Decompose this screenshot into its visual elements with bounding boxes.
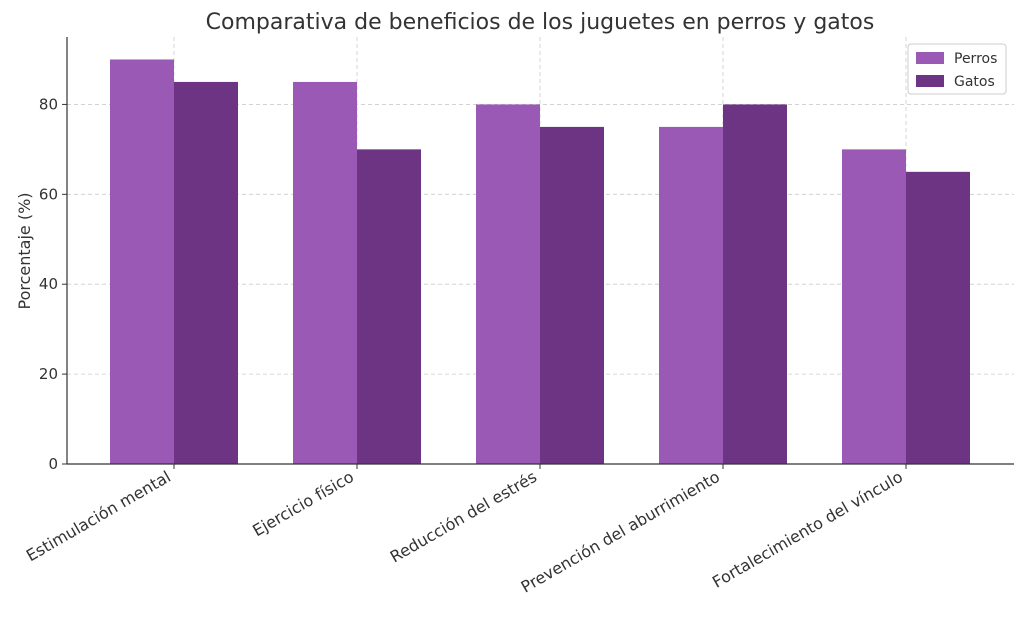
bar-perros-0 bbox=[110, 59, 174, 464]
legend-swatch bbox=[916, 75, 944, 87]
bar-gatos-1 bbox=[357, 149, 421, 465]
legend-label: Gatos bbox=[954, 74, 995, 90]
x-tick-label: Reducción del estrés bbox=[387, 467, 540, 566]
bar-gatos-2 bbox=[540, 126, 604, 464]
y-ticks: 0 20 40 60 80 bbox=[39, 95, 67, 473]
y-tick-label: 20 bbox=[39, 365, 58, 383]
x-tick-label: Ejercicio físico bbox=[249, 467, 357, 540]
x-tick-label: Fortalecimiento del vínculo bbox=[709, 467, 906, 592]
bar-gatos-4 bbox=[906, 171, 970, 464]
x-ticks: Estimulación mental Ejercicio físico Reduc… bbox=[23, 464, 907, 597]
y-axis-label: Porcentaje (%) bbox=[15, 192, 34, 309]
bar-gatos-3 bbox=[723, 104, 787, 464]
y-tick-label: 80 bbox=[39, 95, 58, 113]
bar-gatos-0 bbox=[174, 81, 238, 465]
bars bbox=[110, 59, 970, 465]
y-tick-label: 60 bbox=[39, 185, 58, 203]
chart-title: Comparativa de beneficios de los juguete… bbox=[206, 10, 875, 35]
legend-swatch bbox=[916, 52, 944, 64]
bar-perros-1 bbox=[293, 81, 357, 465]
y-tick-label: 0 bbox=[48, 455, 58, 473]
bar-perros-2 bbox=[476, 104, 540, 464]
x-tick-label: Estimulación mental bbox=[23, 467, 174, 565]
y-tick-label: 40 bbox=[39, 275, 58, 293]
x-tick-label: Prevención del aburrimiento bbox=[518, 467, 723, 597]
legend: Perros Gatos bbox=[907, 43, 1007, 95]
bar-perros-4 bbox=[842, 149, 906, 465]
bar-perros-3 bbox=[659, 126, 723, 464]
legend-label: Perros bbox=[954, 51, 997, 67]
